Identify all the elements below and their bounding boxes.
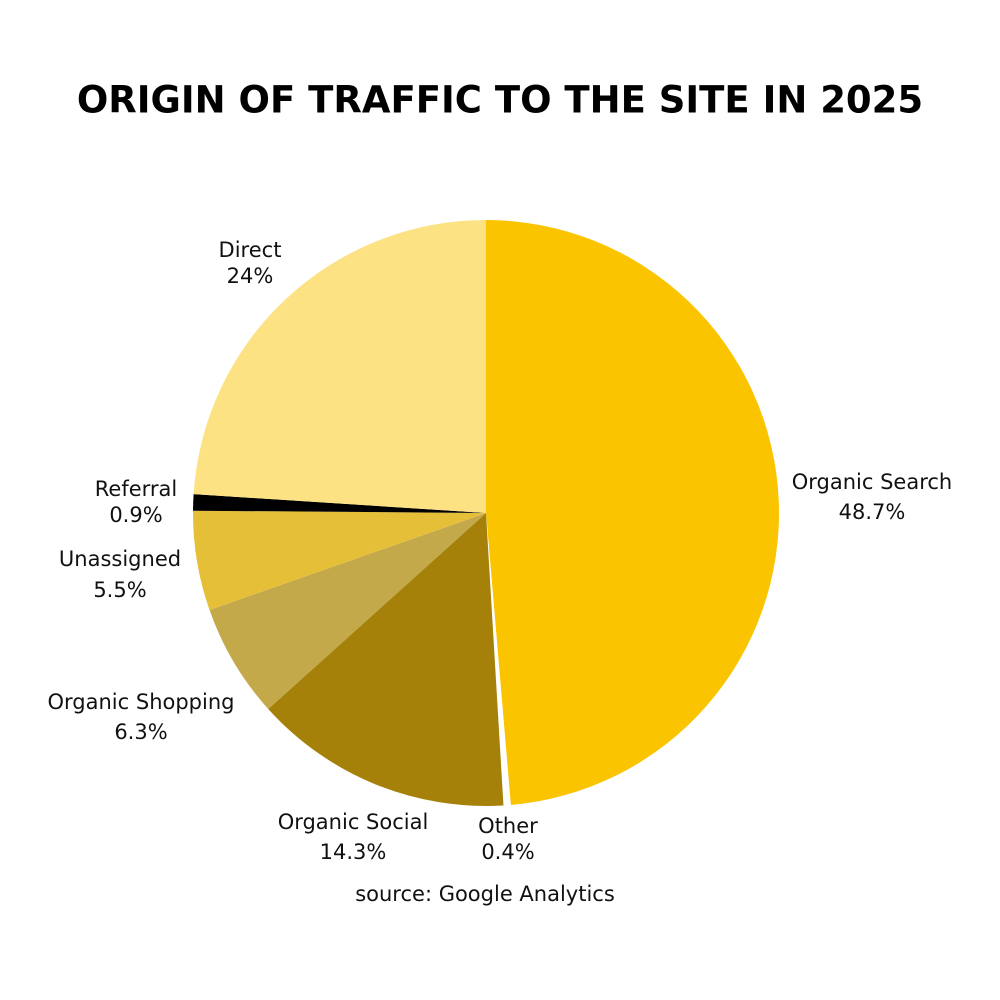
slice-value-label: 0.4% — [481, 840, 534, 864]
slice-label: Other — [478, 814, 538, 838]
pie-slice — [268, 513, 504, 807]
pie-slice — [193, 220, 487, 513]
pie-slice — [193, 510, 486, 610]
chart-title: ORIGIN OF TRAFFIC TO THE SITE IN 2025 — [77, 79, 923, 122]
slice-value-label: 14.3% — [320, 840, 387, 864]
pie-slice — [486, 513, 511, 806]
slice-value-label: 6.3% — [114, 720, 167, 744]
slice-value-label: 5.5% — [93, 578, 146, 602]
slice-label: Organic Social — [278, 810, 429, 834]
slice-value-label: 0.9% — [109, 503, 162, 527]
slice-label: Organic Shopping — [48, 690, 235, 714]
pie-slice — [486, 220, 779, 805]
source-note: source: Google Analytics — [355, 882, 615, 906]
slice-label: Direct — [219, 238, 282, 262]
pie-slice — [209, 513, 487, 710]
slice-label: Referral — [95, 477, 177, 501]
slice-value-label: 48.7% — [839, 500, 906, 524]
slice-value-label: 24% — [227, 264, 274, 288]
slice-label: Organic Search — [792, 470, 953, 494]
pie-slice — [193, 494, 486, 513]
slice-label: Unassigned — [59, 547, 181, 571]
